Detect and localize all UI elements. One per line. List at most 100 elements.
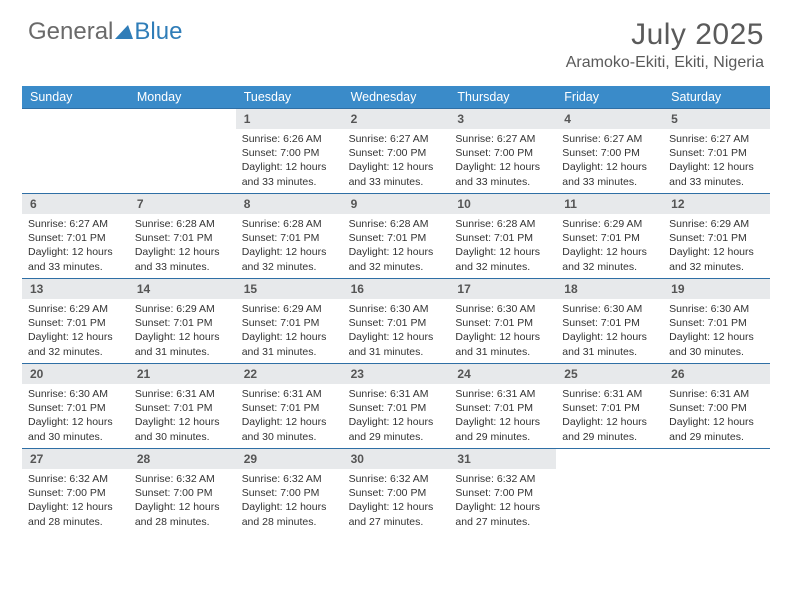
day-body: Sunrise: 6:30 AMSunset: 7:01 PMDaylight:… bbox=[22, 384, 129, 448]
day-cell: 4Sunrise: 6:27 AMSunset: 7:00 PMDaylight… bbox=[556, 109, 663, 193]
sunset-text: Sunset: 7:00 PM bbox=[349, 486, 444, 500]
weekday-header: Saturday bbox=[663, 86, 770, 108]
day-cell: 11Sunrise: 6:29 AMSunset: 7:01 PMDayligh… bbox=[556, 194, 663, 278]
day-number: 16 bbox=[343, 279, 450, 299]
day-body: Sunrise: 6:30 AMSunset: 7:01 PMDaylight:… bbox=[449, 299, 556, 363]
sunrise-text: Sunrise: 6:32 AM bbox=[242, 472, 337, 486]
week-row: 6Sunrise: 6:27 AMSunset: 7:01 PMDaylight… bbox=[22, 193, 770, 278]
triangle-icon bbox=[115, 18, 133, 46]
sunrise-text: Sunrise: 6:30 AM bbox=[455, 302, 550, 316]
daylight-text: Daylight: 12 hours and 28 minutes. bbox=[135, 500, 230, 528]
day-number: 25 bbox=[556, 364, 663, 384]
sunset-text: Sunset: 7:01 PM bbox=[28, 316, 123, 330]
daylight-text: Daylight: 12 hours and 29 minutes. bbox=[455, 415, 550, 443]
day-cell: 5Sunrise: 6:27 AMSunset: 7:01 PMDaylight… bbox=[663, 109, 770, 193]
daylight-text: Daylight: 12 hours and 27 minutes. bbox=[349, 500, 444, 528]
day-number: 18 bbox=[556, 279, 663, 299]
sunset-text: Sunset: 7:01 PM bbox=[562, 401, 657, 415]
day-cell bbox=[556, 449, 663, 533]
sunrise-text: Sunrise: 6:29 AM bbox=[242, 302, 337, 316]
sunset-text: Sunset: 7:00 PM bbox=[28, 486, 123, 500]
day-body: Sunrise: 6:30 AMSunset: 7:01 PMDaylight:… bbox=[556, 299, 663, 363]
daylight-text: Daylight: 12 hours and 32 minutes. bbox=[455, 245, 550, 273]
day-cell: 16Sunrise: 6:30 AMSunset: 7:01 PMDayligh… bbox=[343, 279, 450, 363]
week-row: 1Sunrise: 6:26 AMSunset: 7:00 PMDaylight… bbox=[22, 108, 770, 193]
daylight-text: Daylight: 12 hours and 31 minutes. bbox=[349, 330, 444, 358]
day-number: 11 bbox=[556, 194, 663, 214]
week-row: 13Sunrise: 6:29 AMSunset: 7:01 PMDayligh… bbox=[22, 278, 770, 363]
sunrise-text: Sunrise: 6:32 AM bbox=[455, 472, 550, 486]
week-row: 20Sunrise: 6:30 AMSunset: 7:01 PMDayligh… bbox=[22, 363, 770, 448]
day-cell: 1Sunrise: 6:26 AMSunset: 7:00 PMDaylight… bbox=[236, 109, 343, 193]
day-cell bbox=[129, 109, 236, 193]
daylight-text: Daylight: 12 hours and 32 minutes. bbox=[242, 245, 337, 273]
sunrise-text: Sunrise: 6:32 AM bbox=[135, 472, 230, 486]
daylight-text: Daylight: 12 hours and 33 minutes. bbox=[28, 245, 123, 273]
sunrise-text: Sunrise: 6:31 AM bbox=[669, 387, 764, 401]
day-cell: 17Sunrise: 6:30 AMSunset: 7:01 PMDayligh… bbox=[449, 279, 556, 363]
sunrise-text: Sunrise: 6:32 AM bbox=[349, 472, 444, 486]
day-cell: 10Sunrise: 6:28 AMSunset: 7:01 PMDayligh… bbox=[449, 194, 556, 278]
sunset-text: Sunset: 7:01 PM bbox=[135, 401, 230, 415]
sunrise-text: Sunrise: 6:30 AM bbox=[28, 387, 123, 401]
day-cell: 30 Sunrise: 6:32 AMSunset: 7:00 PMDayligh… bbox=[343, 449, 450, 533]
day-number: 24 bbox=[449, 364, 556, 384]
day-cell: 24Sunrise: 6:31 AMSunset: 7:01 PMDayligh… bbox=[449, 364, 556, 448]
day-number: 26 bbox=[663, 364, 770, 384]
sunset-text: Sunset: 7:00 PM bbox=[455, 486, 550, 500]
day-number: 27 bbox=[22, 449, 129, 469]
sunset-text: Sunset: 7:01 PM bbox=[28, 401, 123, 415]
day-body: Sunrise: 6:29 AMSunset: 7:01 PMDaylight:… bbox=[236, 299, 343, 363]
day-number: 30 bbox=[343, 449, 450, 469]
daylight-text: Daylight: 12 hours and 29 minutes. bbox=[349, 415, 444, 443]
weekday-header: Monday bbox=[129, 86, 236, 108]
day-number: 7 bbox=[129, 194, 236, 214]
day-number: 8 bbox=[236, 194, 343, 214]
sunrise-text: Sunrise: 6:27 AM bbox=[455, 132, 550, 146]
day-number: 22 bbox=[236, 364, 343, 384]
day-cell: 14Sunrise: 6:29 AMSunset: 7:01 PMDayligh… bbox=[129, 279, 236, 363]
week-row: 27Sunrise: 6:32 AMSunset: 7:00 PMDayligh… bbox=[22, 448, 770, 533]
sunset-text: Sunset: 7:01 PM bbox=[349, 401, 444, 415]
day-body: Sunrise: 6:28 AMSunset: 7:01 PMDaylight:… bbox=[449, 214, 556, 278]
sunset-text: Sunset: 7:01 PM bbox=[242, 316, 337, 330]
weekday-header: Wednesday bbox=[343, 86, 450, 108]
sunrise-text: Sunrise: 6:31 AM bbox=[349, 387, 444, 401]
sunrise-text: Sunrise: 6:28 AM bbox=[135, 217, 230, 231]
sunrise-text: Sunrise: 6:29 AM bbox=[28, 302, 123, 316]
day-cell: 22Sunrise: 6:31 AMSunset: 7:01 PMDayligh… bbox=[236, 364, 343, 448]
day-body: Sunrise: 6:32 AMSunset: 7:00 PMDaylight:… bbox=[129, 469, 236, 533]
sunset-text: Sunset: 7:01 PM bbox=[242, 401, 337, 415]
logo-text-general: General bbox=[28, 18, 113, 46]
daylight-text: Daylight: 12 hours and 33 minutes. bbox=[455, 160, 550, 188]
day-cell: 15Sunrise: 6:29 AMSunset: 7:01 PMDayligh… bbox=[236, 279, 343, 363]
daylight-text: Daylight: 12 hours and 33 minutes. bbox=[349, 160, 444, 188]
sunset-text: Sunset: 7:01 PM bbox=[669, 316, 764, 330]
day-body: Sunrise: 6:29 AMSunset: 7:01 PMDaylight:… bbox=[22, 299, 129, 363]
day-cell: 9Sunrise: 6:28 AMSunset: 7:01 PMDaylight… bbox=[343, 194, 450, 278]
day-number: 20 bbox=[22, 364, 129, 384]
sunset-text: Sunset: 7:01 PM bbox=[669, 146, 764, 160]
sunrise-text: Sunrise: 6:31 AM bbox=[242, 387, 337, 401]
day-number: 28 bbox=[129, 449, 236, 469]
day-number bbox=[663, 449, 770, 455]
day-number bbox=[129, 109, 236, 115]
day-number: 13 bbox=[22, 279, 129, 299]
sunset-text: Sunset: 7:01 PM bbox=[455, 401, 550, 415]
sunset-text: Sunset: 7:01 PM bbox=[28, 231, 123, 245]
daylight-text: Daylight: 12 hours and 31 minutes. bbox=[562, 330, 657, 358]
day-number: 5 bbox=[663, 109, 770, 129]
weekday-header: Thursday bbox=[449, 86, 556, 108]
sunset-text: Sunset: 7:01 PM bbox=[135, 316, 230, 330]
daylight-text: Daylight: 12 hours and 29 minutes. bbox=[669, 415, 764, 443]
day-cell: 21Sunrise: 6:31 AMSunset: 7:01 PMDayligh… bbox=[129, 364, 236, 448]
daylight-text: Daylight: 12 hours and 32 minutes. bbox=[349, 245, 444, 273]
day-cell: 31Sunrise: 6:32 AMSunset: 7:00 PMDayligh… bbox=[449, 449, 556, 533]
daylight-text: Daylight: 12 hours and 33 minutes. bbox=[669, 160, 764, 188]
day-body: Sunrise: 6:27 AMSunset: 7:01 PMDaylight:… bbox=[663, 129, 770, 193]
daylight-text: Daylight: 12 hours and 30 minutes. bbox=[135, 415, 230, 443]
day-body: Sunrise: 6:31 AMSunset: 7:01 PMDaylight:… bbox=[236, 384, 343, 448]
day-number bbox=[22, 109, 129, 115]
title-block: July 2025 Aramoko-Ekiti, Ekiti, Nigeria bbox=[566, 18, 764, 72]
day-body: Sunrise: 6:29 AMSunset: 7:01 PMDaylight:… bbox=[129, 299, 236, 363]
